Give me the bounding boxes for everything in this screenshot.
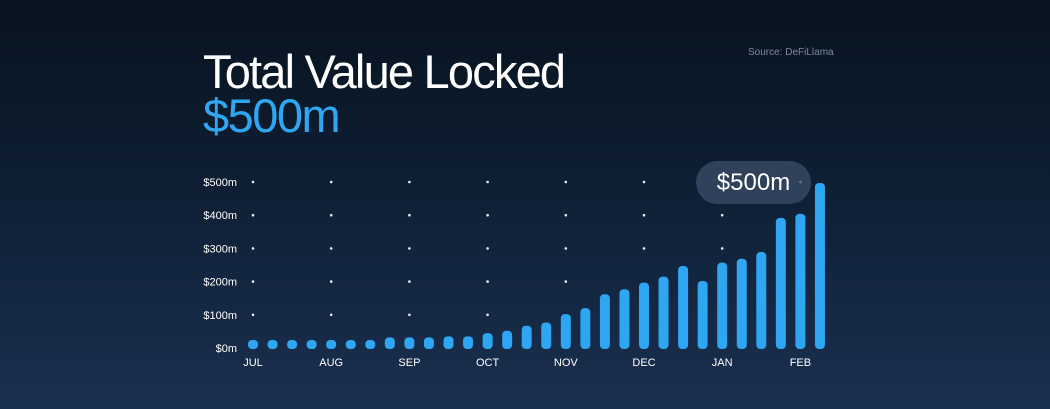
bar xyxy=(404,337,415,349)
grid-dot xyxy=(486,247,489,250)
bar xyxy=(560,314,571,349)
tvl-value: $500m xyxy=(203,89,341,142)
source-label: Source: DeFiLlama xyxy=(748,47,834,58)
bar xyxy=(756,252,767,349)
grid-dot xyxy=(642,247,646,250)
grid-dot xyxy=(251,280,255,283)
bar xyxy=(502,330,513,349)
x-tick-label: NOV xyxy=(554,357,579,369)
grid-dot xyxy=(408,247,411,250)
bar xyxy=(384,337,395,349)
bar xyxy=(619,289,630,349)
x-tick-label: JAN xyxy=(712,357,733,369)
grid-dot xyxy=(251,213,255,217)
bar xyxy=(795,213,806,349)
x-tick-label: OCT xyxy=(476,357,500,369)
grid-dot xyxy=(408,313,411,317)
bar xyxy=(678,266,689,349)
y-tick-label: $200m xyxy=(203,277,237,289)
bar xyxy=(736,258,747,349)
x-tick-label: DEC xyxy=(632,357,655,369)
grid-dot xyxy=(564,247,568,250)
grid-dot xyxy=(251,180,255,184)
bar xyxy=(463,336,474,349)
grid-dot xyxy=(486,280,489,283)
bar xyxy=(267,340,278,349)
y-tick-label: $500m xyxy=(203,177,237,189)
grid-dot xyxy=(486,213,489,217)
grid-dot xyxy=(486,313,489,317)
y-tick-label: $300m xyxy=(203,243,237,255)
bar xyxy=(326,340,337,349)
chart-title: Total Value Locked xyxy=(203,45,566,98)
grid-dot xyxy=(720,213,724,217)
grid-dot xyxy=(564,180,568,184)
bar xyxy=(521,325,532,349)
bar xyxy=(248,340,258,349)
grid-dot xyxy=(329,180,333,184)
grid-dot xyxy=(329,247,333,250)
grid-dot xyxy=(720,247,724,250)
grid-dot xyxy=(642,180,646,184)
grid-dot xyxy=(408,180,411,184)
bar xyxy=(423,337,434,349)
bar xyxy=(814,183,825,349)
bar xyxy=(697,280,708,349)
grid-dot xyxy=(251,313,255,317)
bar xyxy=(365,340,376,349)
bar xyxy=(306,340,317,349)
grid-dot xyxy=(329,280,333,283)
bar xyxy=(482,333,493,349)
y-tick-label: $400m xyxy=(203,210,237,222)
x-tick-label: SEP xyxy=(398,357,420,369)
bar xyxy=(775,217,786,349)
x-tick-label: FEB xyxy=(790,357,811,369)
bar xyxy=(599,294,610,349)
grid-dot xyxy=(642,213,646,217)
grid-dot xyxy=(564,213,568,217)
bar xyxy=(443,336,454,349)
bar xyxy=(580,308,591,349)
grid-dot xyxy=(329,313,333,317)
x-tick-label: JUL xyxy=(243,357,263,369)
x-tick-label: AUG xyxy=(319,357,343,369)
bar xyxy=(345,340,356,349)
bar xyxy=(658,276,669,349)
bar xyxy=(287,340,298,349)
y-tick-label: $0m xyxy=(216,343,237,355)
grid-dot xyxy=(408,280,411,283)
bar xyxy=(541,322,552,349)
value-callout: $500m xyxy=(696,161,811,204)
bar xyxy=(639,282,649,349)
grid-dot xyxy=(251,247,255,250)
grid-dot xyxy=(329,213,333,217)
grid-dot xyxy=(486,180,489,184)
bar xyxy=(717,262,728,349)
grid-dot xyxy=(564,280,568,283)
y-tick-label: $100m xyxy=(203,310,237,322)
grid-dot xyxy=(408,213,411,217)
